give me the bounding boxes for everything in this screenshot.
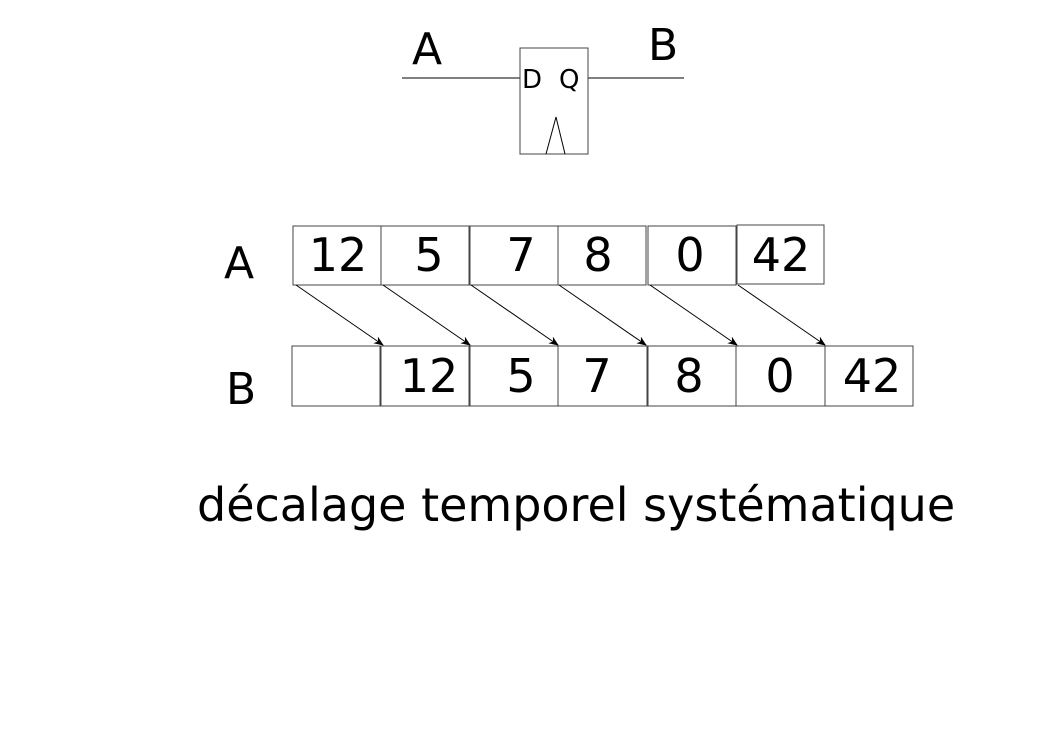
row-a-cell: 12 bbox=[292, 225, 382, 286]
caption: décalage temporel systématique bbox=[197, 478, 955, 532]
row-a-value: 5 bbox=[414, 228, 443, 282]
row-a-cell: 42 bbox=[736, 224, 825, 285]
clock-edge-icon bbox=[545, 116, 566, 155]
row-b-cell: 5 bbox=[469, 345, 559, 407]
row-a-value: 8 bbox=[583, 228, 612, 282]
shift-arrow bbox=[382, 284, 471, 346]
row-a-cell: 5 bbox=[380, 225, 470, 286]
row-b-label: B bbox=[226, 364, 256, 415]
flipflop-box bbox=[519, 47, 589, 155]
row-b-value: 7 bbox=[582, 349, 611, 403]
row-b-value: 12 bbox=[400, 349, 459, 403]
row-b-cell: 0 bbox=[735, 345, 826, 407]
row-a-value: 42 bbox=[752, 228, 811, 282]
flipflop-symbol: D Q A B bbox=[402, 20, 684, 155]
row-a-value: 7 bbox=[506, 228, 535, 282]
flipflop-input-label: A bbox=[412, 24, 442, 75]
row-a-cell: 0 bbox=[647, 225, 737, 286]
row-b-cell bbox=[291, 345, 381, 407]
row-b-value: 0 bbox=[765, 349, 794, 403]
row-a-cell: 7 bbox=[469, 225, 559, 286]
shift-arrows bbox=[295, 284, 826, 346]
shift-arrow bbox=[558, 284, 647, 346]
shift-arrow bbox=[470, 284, 559, 346]
row-a-value: 12 bbox=[309, 228, 368, 282]
shift-arrow bbox=[295, 284, 384, 346]
flipflop-output-label: B bbox=[648, 20, 678, 71]
row-b-cell: 7 bbox=[557, 345, 648, 407]
row-b-value: 42 bbox=[843, 349, 902, 403]
row-b-cell: 8 bbox=[647, 345, 737, 407]
shift-arrow bbox=[737, 284, 826, 346]
flipflop-q-pin: Q bbox=[559, 65, 579, 95]
shift-arrow bbox=[649, 284, 738, 346]
row-a-cells: 12 5 7 8 0 42 bbox=[292, 224, 825, 286]
flipflop-d-pin: D bbox=[522, 65, 542, 95]
row-b-value: 5 bbox=[506, 349, 535, 403]
row-a-cell: 8 bbox=[557, 225, 647, 286]
row-b-value: 8 bbox=[674, 349, 703, 403]
row-b-cell: 42 bbox=[824, 345, 914, 407]
row-a-value: 0 bbox=[675, 228, 704, 282]
row-a-label: A bbox=[224, 238, 254, 289]
row-b-cell: 12 bbox=[380, 345, 470, 407]
row-b-cells: 12 5 7 8 0 42 bbox=[291, 345, 914, 407]
